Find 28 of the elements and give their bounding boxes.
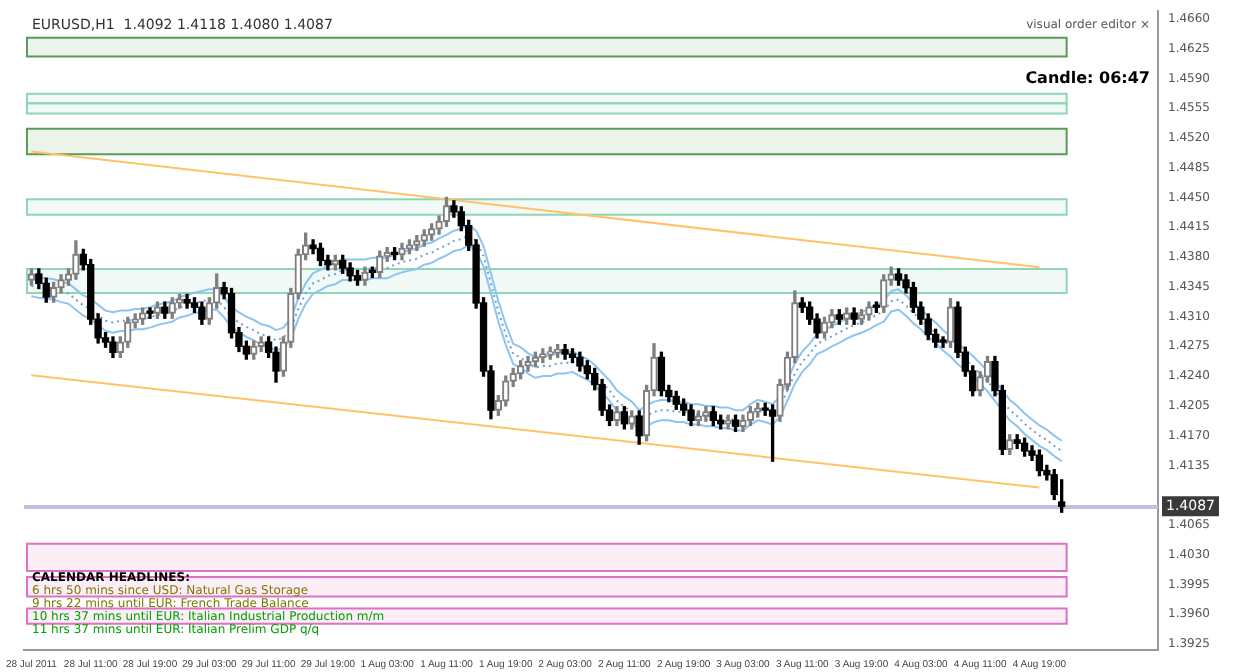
candlestick — [613, 406, 621, 427]
candlestick — [1006, 434, 1014, 456]
candlestick — [739, 414, 747, 433]
candlestick — [413, 235, 421, 251]
candlestick — [27, 268, 36, 286]
candlestick — [754, 402, 762, 418]
candlestick — [702, 406, 710, 422]
candlestick — [49, 281, 58, 303]
candlestick — [72, 240, 80, 280]
candlestick — [398, 242, 406, 261]
candlestick — [420, 229, 428, 247]
candlestick — [694, 410, 703, 427]
annotation: Candle: 06:47 — [1025, 69, 1150, 88]
candlestick — [553, 343, 562, 359]
candlestick — [524, 355, 532, 372]
candlestick — [168, 297, 176, 319]
candlestick — [442, 196, 451, 228]
candlestick — [946, 298, 955, 348]
candlestick — [724, 414, 732, 430]
candlestick — [746, 406, 755, 427]
candlestick — [361, 266, 369, 286]
candlestick — [857, 309, 866, 325]
candlestick — [427, 223, 436, 241]
candlestick — [865, 301, 873, 321]
candlestick — [880, 274, 888, 313]
candlestick — [257, 336, 265, 353]
candlestick — [546, 346, 554, 360]
candlestick — [146, 307, 154, 319]
